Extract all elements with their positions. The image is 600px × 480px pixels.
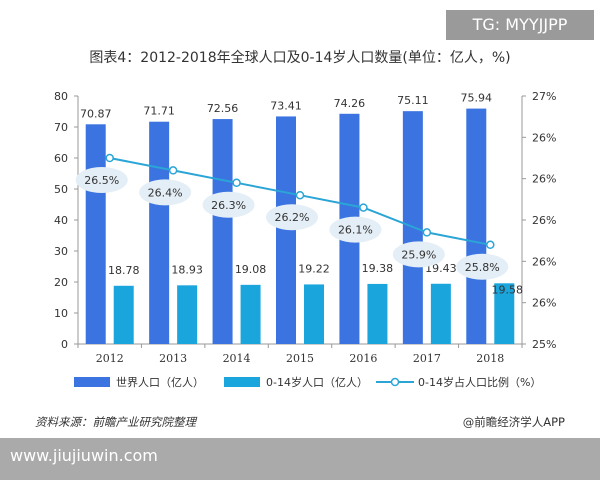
- bar-label-world: 74.26: [334, 97, 366, 110]
- bar-children-population: [304, 284, 324, 344]
- bar-world-population: [149, 121, 170, 344]
- ratio-label: 26.4%: [148, 186, 183, 199]
- y-tick-label: 10: [54, 307, 68, 320]
- bar-label-world: 70.87: [80, 107, 112, 120]
- ratio-label: 25.8%: [465, 261, 500, 274]
- chart-title: 图表4：2012-2018年全球人口及0-14岁人口数量(单位：亿人，%): [89, 50, 511, 66]
- bar-children-population: [430, 283, 451, 344]
- line-point: [105, 153, 114, 163]
- legend-label-world: 世界人口（亿人）: [116, 376, 204, 389]
- ratio-label-bubble: [456, 253, 509, 280]
- line-point: [295, 190, 305, 200]
- y2-tick-label: 26%: [532, 173, 556, 186]
- y-tick-label: 70: [54, 121, 68, 134]
- ratio-label-bubble: [202, 191, 255, 218]
- y2-tick-label: 26%: [532, 131, 556, 144]
- line-point: [422, 228, 432, 237]
- watermark-tag: TG: MYYJJPP: [446, 10, 594, 40]
- x-tick-label: 2014: [223, 352, 251, 365]
- line-point: [168, 166, 178, 175]
- y-tick-label: 20: [54, 276, 68, 289]
- legend-label-children: 0-14岁人口（亿人）: [266, 375, 368, 389]
- ratio-label-bubble: [139, 179, 192, 206]
- y2-tick-label: 26%: [532, 297, 556, 310]
- ratio-label: 26.2%: [275, 211, 310, 224]
- bar-children-population: [177, 285, 198, 344]
- y-tick-label: 80: [54, 90, 68, 103]
- y2-tick-label: 26%: [532, 214, 556, 227]
- line-point: [359, 203, 368, 212]
- x-tick-label: 2012: [96, 352, 124, 365]
- source-note: 资料来源：前瞻产业研究院整理: [35, 415, 196, 429]
- ratio-label: 25.9%: [401, 248, 436, 261]
- bar-children-population: [113, 285, 134, 344]
- bar-label-world: 75.11: [397, 94, 429, 107]
- bar-label-children: 19.08: [235, 263, 267, 276]
- bar-label-world: 73.41: [270, 99, 302, 112]
- bar-label-children: 19.38: [362, 262, 394, 275]
- combo-chart: 0 10 20 30 40 50 60 70 80 25% 26% 26% 26% 26% 26% 27% 20…: [54, 90, 556, 389]
- bar-label-children: 18.93: [171, 263, 203, 276]
- x-tick-label: 2017: [413, 352, 441, 365]
- credit-note: @前瞻经济学人APP: [462, 415, 565, 429]
- bar-label-children: 18.78: [108, 264, 140, 277]
- x-tick-label: 2018: [476, 352, 504, 365]
- y2-tick-label: 26%: [532, 255, 556, 268]
- bar-children-population: [367, 283, 388, 344]
- y2-tick-label: 27%: [532, 90, 556, 103]
- ratio-label-bubble: [392, 241, 445, 268]
- footer-url: www.jiujiuwin.com: [10, 446, 158, 465]
- line-point: [232, 178, 241, 188]
- bar-world-population: [466, 108, 487, 344]
- footer-bar: [0, 438, 600, 480]
- legend-swatch-children: [224, 377, 260, 387]
- y-tick-label: 30: [54, 245, 68, 258]
- ratio-label-bubble: [75, 167, 128, 193]
- y-tick-label: 40: [54, 214, 68, 227]
- legend-label-ratio: 0-14岁占人口比例（%）: [418, 375, 541, 389]
- y-tick-label: 60: [54, 152, 68, 165]
- legend-marker-ratio: [390, 377, 400, 387]
- ratio-label-bubble: [329, 216, 382, 243]
- ratio-label: 26.1%: [338, 224, 373, 237]
- ratio-label: 26.3%: [211, 199, 246, 212]
- x-tick-label: 2013: [159, 352, 187, 365]
- y-tick-label: 0: [61, 338, 68, 351]
- legend-swatch-world: [74, 377, 110, 387]
- bar-label-world: 75.94: [461, 92, 493, 105]
- ratio-label: 26.5%: [84, 174, 119, 187]
- bar-label-world: 72.56: [207, 102, 239, 115]
- ratio-label-bubble: [266, 204, 318, 231]
- bar-children-population: [494, 283, 515, 344]
- bar-world-population: [212, 119, 233, 345]
- bar-children-population: [240, 284, 261, 344]
- bar-label-children: 19.58: [492, 283, 524, 296]
- line-point: [486, 240, 495, 250]
- bar-label-children: 19.22: [298, 262, 330, 275]
- x-tick-label: 2016: [349, 352, 377, 365]
- bar-label-world: 71.71: [143, 105, 175, 118]
- bar-world-population: [85, 124, 106, 344]
- x-tick-label: 2015: [286, 352, 314, 365]
- bar-world-population: [276, 116, 296, 344]
- y2-tick-label: 25%: [532, 338, 556, 351]
- y-tick-label: 50: [54, 183, 68, 196]
